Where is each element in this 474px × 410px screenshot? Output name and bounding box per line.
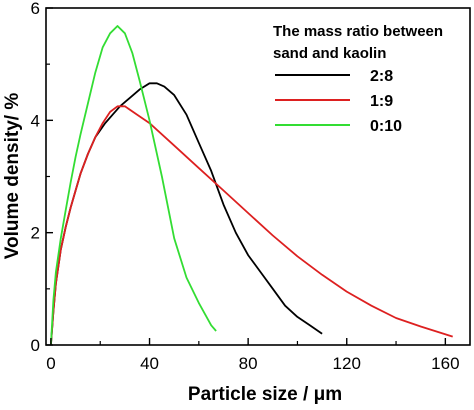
x-tick-label: 40	[140, 354, 159, 373]
x-tick-label: 160	[431, 354, 459, 373]
x-tick-label: 120	[333, 354, 361, 373]
legend-title-line-2: sand and kaolin	[273, 45, 386, 62]
plot-layer	[50, 25, 453, 346]
x-tick-label: 0	[46, 354, 55, 373]
legend-label-2-8: 2:8	[370, 68, 393, 85]
y-tick-label: 2	[31, 224, 40, 243]
series-line-1-9	[50, 105, 453, 346]
series-line-2-8	[50, 82, 323, 346]
series-line-0-10	[50, 25, 217, 346]
y-tick-label: 6	[31, 0, 40, 18]
legend-label-0-10: 0:10	[370, 118, 402, 135]
x-tick-label: 80	[239, 354, 258, 373]
axes-layer: 0 40 80 120 160 0 2 4 6	[31, 0, 471, 373]
y-tick-label: 0	[31, 336, 40, 355]
y-tick-label: 4	[31, 111, 40, 130]
plot-frame	[45, 7, 471, 346]
legend: The mass ratio between sand and kaolin 2…	[273, 23, 443, 135]
legend-label-1-9: 1:9	[370, 93, 393, 110]
x-axis-title: Particle size / μm	[188, 384, 342, 405]
y-axis-title: Volume density/ %	[2, 93, 23, 260]
legend-title-line-1: The mass ratio between	[273, 23, 443, 40]
